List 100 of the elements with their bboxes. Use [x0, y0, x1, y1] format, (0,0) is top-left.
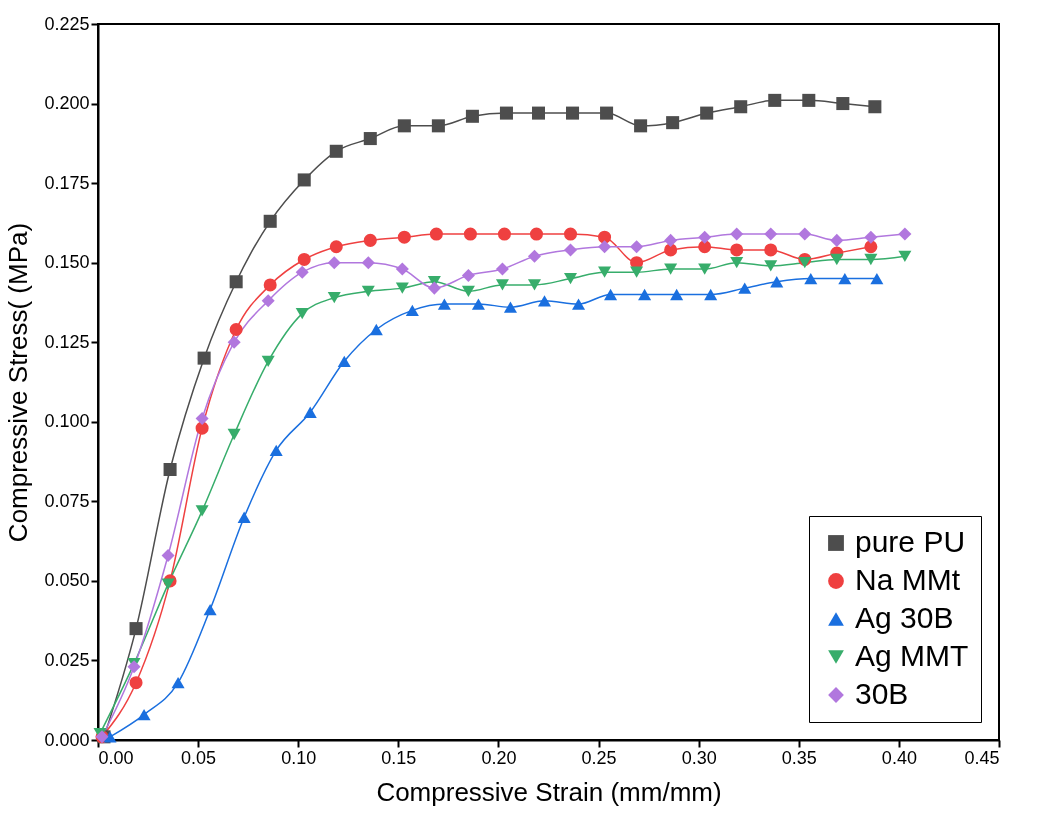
point: [730, 257, 744, 269]
point: [361, 285, 375, 297]
legend-label: 30B: [855, 677, 909, 710]
point: [734, 100, 748, 114]
point: [337, 355, 351, 367]
x-tick-label: 0.25: [581, 747, 617, 768]
point: [229, 275, 243, 289]
legend-label: Na MMt: [855, 563, 961, 596]
point: [397, 119, 411, 133]
point: [898, 250, 912, 262]
point: [666, 116, 680, 130]
y-tick-label: 0.150: [44, 252, 90, 273]
point: [395, 282, 409, 294]
point: [195, 412, 209, 426]
y-tick-label: 0.100: [44, 411, 90, 432]
y-tick-label: 0.000: [44, 729, 90, 750]
point: [437, 298, 451, 310]
point: [361, 256, 375, 270]
point: [297, 252, 311, 266]
point: [664, 243, 678, 257]
point: [537, 295, 552, 307]
point: [634, 119, 648, 133]
point: [664, 233, 678, 247]
point: [802, 93, 816, 107]
point: [327, 292, 341, 304]
point: [738, 282, 752, 294]
point: [838, 272, 852, 285]
y-tick-label: 0.225: [44, 13, 90, 34]
point: [227, 428, 241, 441]
x-tick-label: 0.45: [964, 747, 1000, 768]
x-tick-label: 0.00: [98, 747, 134, 768]
point: [572, 298, 586, 310]
point: [598, 240, 612, 254]
point: [261, 294, 275, 308]
point: [229, 322, 243, 336]
x-axis-title: Compressive Strain (mm/mm): [376, 776, 722, 807]
legend-label: pure PU: [855, 525, 966, 558]
point: [329, 144, 343, 158]
point: [227, 335, 241, 349]
point: [431, 119, 445, 133]
point: [566, 106, 580, 120]
point: [429, 227, 443, 241]
point: [499, 106, 513, 120]
point: [461, 268, 475, 282]
point: [630, 266, 644, 278]
point: [495, 262, 509, 276]
point: [864, 240, 878, 254]
point: [303, 406, 317, 418]
point: [527, 279, 541, 291]
point: [363, 233, 377, 247]
point: [129, 676, 143, 690]
point: [698, 240, 712, 254]
point: [261, 355, 275, 367]
point: [730, 227, 744, 241]
point: [564, 227, 578, 241]
point: [698, 230, 712, 244]
point: [297, 173, 311, 187]
y-tick-label: 0.200: [44, 93, 90, 114]
y-tick-label: 0.125: [44, 331, 90, 352]
point: [804, 272, 818, 285]
point: [830, 253, 844, 266]
point: [604, 288, 618, 301]
point: [295, 307, 309, 320]
point: [137, 708, 151, 721]
point: [503, 301, 517, 313]
x-tick-label: 0.20: [481, 747, 517, 768]
point: [704, 288, 718, 301]
point: [263, 214, 277, 228]
y-tick-label: 0.025: [44, 649, 90, 670]
point: [405, 304, 419, 317]
point: [363, 132, 377, 146]
point: [495, 279, 509, 291]
point: [770, 276, 784, 288]
point: [670, 288, 684, 301]
x-tick-label: 0.30: [681, 747, 717, 768]
point: [129, 622, 143, 636]
point: [870, 272, 884, 285]
point: [497, 227, 511, 241]
point: [263, 278, 277, 292]
point: [329, 240, 343, 254]
x-tick-label: 0.15: [381, 747, 417, 768]
y-tick-label: 0.050: [44, 570, 90, 591]
point: [465, 109, 479, 123]
point: [161, 578, 175, 590]
point: [864, 230, 878, 244]
point: [269, 444, 283, 457]
point: [531, 106, 546, 120]
point: [600, 106, 614, 120]
point: [369, 323, 383, 336]
point: [427, 281, 441, 295]
x-tick-label: 0.05: [181, 747, 217, 768]
x-tick-label: 0.40: [881, 747, 917, 768]
point: [529, 227, 544, 241]
point: [798, 257, 812, 269]
x-tick-label: 0.10: [281, 747, 317, 768]
x-tick-label: 0.35: [781, 747, 817, 768]
point: [395, 262, 409, 276]
point: [698, 263, 712, 275]
point: [237, 511, 251, 523]
point: [630, 240, 644, 254]
